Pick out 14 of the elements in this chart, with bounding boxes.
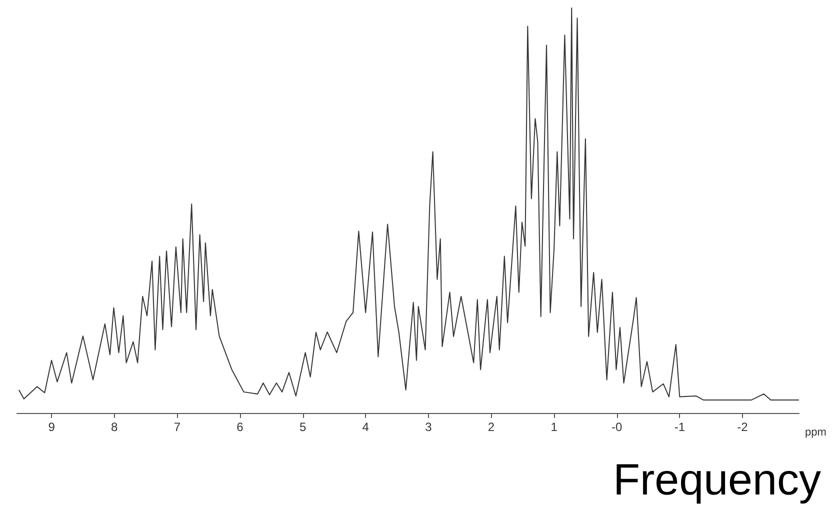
x-tick-label: 3 [425,420,432,434]
text: Frequency [613,456,822,504]
x-tick-label: 2 [488,420,495,434]
x-tick-label: -0 [612,420,623,434]
x-tick-label: 6 [236,420,244,434]
x-tick-label: 1 [550,420,558,434]
x-tick-label: 8 [111,420,118,434]
x-tick-label: 7 [174,420,181,434]
x-axis-title: ppm [805,426,826,438]
x-tick-label: -2 [737,420,748,434]
x-tick-label: 9 [48,420,56,434]
x-tick-label: 4 [362,420,370,434]
x-tick-label: -1 [674,420,686,434]
x-tick-label: 5 [299,420,306,434]
